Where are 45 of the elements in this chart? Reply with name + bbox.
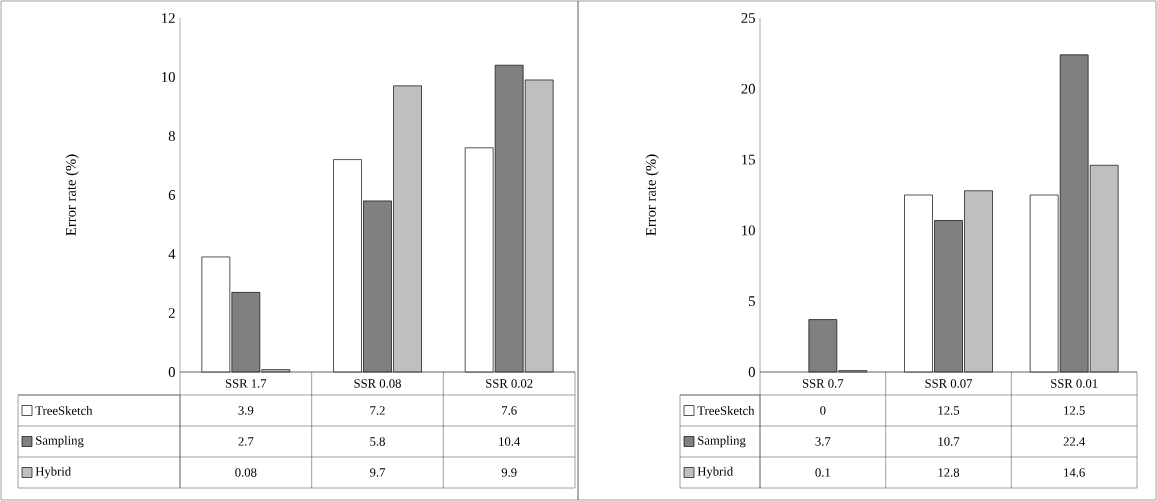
legend-label: TreeSketch: [35, 406, 93, 415]
x-tick-label: SSR 0.08: [354, 379, 401, 388]
data-label: 7.2: [370, 406, 385, 415]
data-label: 5.8: [370, 437, 385, 446]
legend-label: Hybrid: [35, 466, 72, 479]
x-tick-label: SSR 0.7: [802, 379, 844, 388]
y-tick-label: 6: [168, 190, 176, 200]
y-tick-label: 25: [741, 13, 755, 23]
data-label: 2.7: [238, 437, 254, 446]
y-tick-label: 10: [742, 225, 755, 236]
data-label: 9.9: [501, 468, 517, 477]
data-label: 3.7: [815, 437, 831, 446]
y-tick-label: 12: [162, 13, 175, 23]
data-label: 7.6: [502, 406, 517, 415]
y-tick-label: 20: [741, 83, 755, 94]
y-tick-label: 0: [168, 367, 175, 377]
data-label: 12.5: [1064, 406, 1085, 415]
y-tick-label: 5: [749, 296, 755, 307]
legend-label: Sampling: [698, 435, 746, 448]
y-axis-title: Error rate (%): [65, 154, 79, 236]
x-tick-label: SSR 0.02: [486, 379, 533, 388]
data-label: 0.1: [815, 468, 830, 477]
x-tick-label: SSR 1.7: [225, 379, 267, 388]
x-tick-label: SSR 0.07: [925, 379, 973, 388]
data-label: 10.4: [499, 437, 521, 446]
y-tick-label: 4: [168, 249, 176, 259]
legend-label: TreeSketch: [697, 406, 755, 415]
data-label: 0: [820, 406, 826, 415]
y-tick-label: 8: [168, 131, 175, 141]
x-tick-label: SSR 0.01: [1051, 379, 1098, 388]
data-label: 3.9: [238, 406, 254, 415]
data-label: 10.7: [938, 437, 960, 446]
legend-label: Sampling: [36, 435, 84, 448]
y-tick-label: 10: [162, 72, 175, 82]
data-label: 0.08: [235, 468, 257, 477]
legend-label: Hybrid: [697, 466, 734, 479]
y-axis-title: Error rate (%): [645, 154, 659, 236]
data-label: 12.5: [938, 406, 960, 415]
data-label: 22.4: [1063, 437, 1086, 446]
y-tick-label: 0: [748, 367, 755, 377]
data-label: 9.7: [370, 468, 386, 477]
data-label: 14.6: [1064, 468, 1085, 477]
y-tick-label: 2: [168, 308, 175, 318]
data-label: 12.8: [938, 468, 960, 477]
y-tick-label: 15: [742, 154, 755, 165]
